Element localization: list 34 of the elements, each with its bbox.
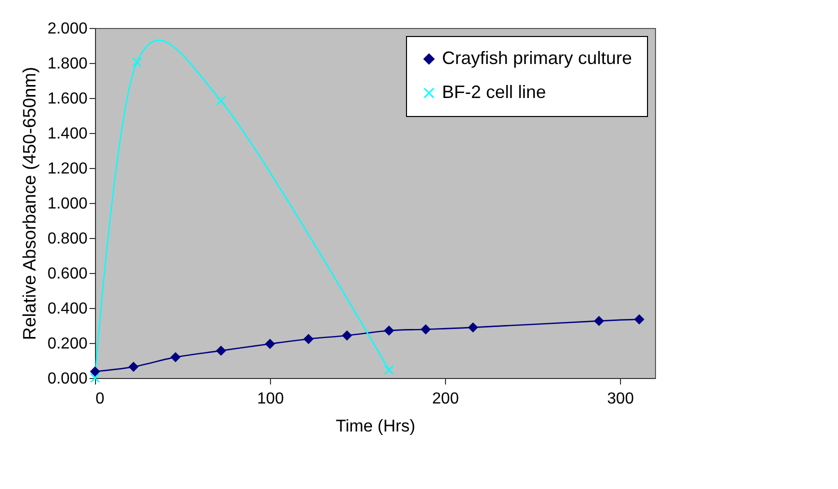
point [420,324,431,334]
legend-label: Crayfish primary culture [442,48,632,68]
point [594,316,604,326]
y-tick-label: 1.000 [47,196,88,212]
point [265,339,275,349]
point [170,352,180,362]
y-tick-label: 0.200 [47,336,88,352]
point [384,365,394,375]
y-tick-label: 2.000 [47,20,88,38]
point [304,334,314,344]
y-tick-label: 0.400 [47,300,88,318]
y-tick-label: 1.200 [47,160,88,178]
legend-label: BF-2 cell line [442,82,546,102]
point [384,326,394,336]
point [128,362,138,372]
x-tick-label: 100 [257,390,284,408]
point [216,96,226,106]
point [90,366,100,376]
point [132,57,142,67]
point [216,346,226,356]
y-tick-label: 1.400 [47,126,88,142]
x-axis-title: Time (Hrs) [336,416,416,436]
point [342,330,352,340]
x-tick-label: 0 [96,390,104,408]
point [468,322,478,332]
y-tick-label: 0.000 [47,370,88,388]
x-tick-label: 300 [607,390,634,408]
point [634,314,644,324]
y-axis-title: Relative Absorbance (450-650nm) [19,66,40,340]
x-tick-label: 200 [432,390,459,408]
y-tick-label: 0.600 [47,266,88,282]
y-tick-label: 1.600 [47,90,88,108]
y-tick-label: 0.800 [47,230,88,248]
y-tick-label: 1.800 [47,56,88,72]
